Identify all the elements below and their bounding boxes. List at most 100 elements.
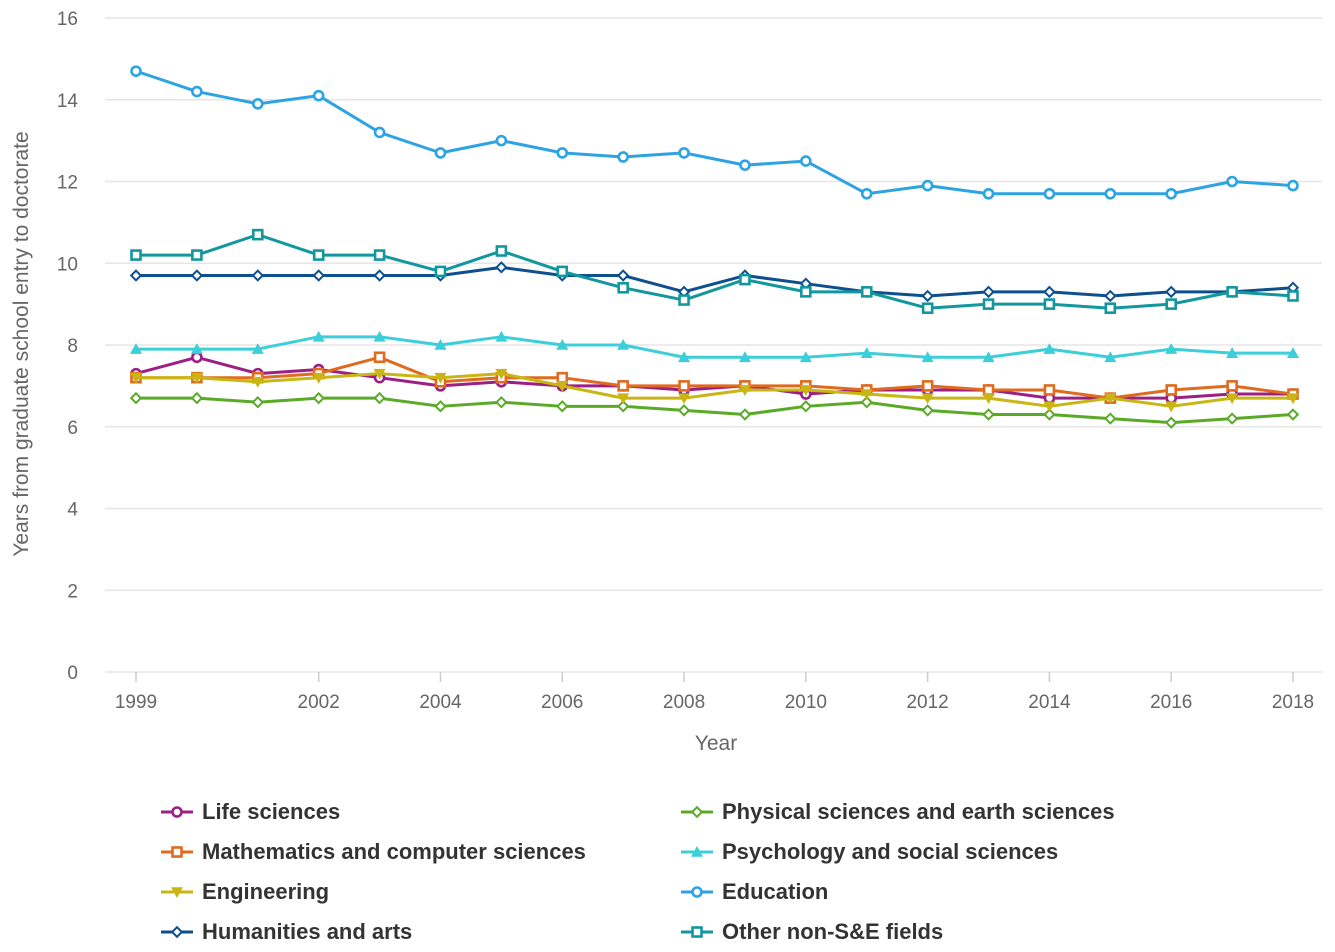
data-point [617, 393, 630, 405]
x-tick-label: 2010 [785, 692, 827, 713]
legend-swatch [161, 925, 193, 939]
data-point [495, 368, 508, 380]
data-point [130, 343, 142, 354]
data-point [982, 351, 995, 363]
series-line [136, 396, 1294, 425]
data-point [434, 400, 447, 413]
data-point [739, 159, 751, 171]
data-point [373, 249, 386, 261]
legend-item: Other non-S&E fields [680, 912, 943, 952]
legend-label: Other non-S&E fields [722, 919, 944, 944]
data-point [130, 65, 142, 77]
data-point [312, 330, 325, 342]
legend-label: Engineering [202, 879, 330, 904]
data-point [677, 404, 691, 417]
data-point [556, 371, 569, 384]
data-point [1226, 380, 1238, 392]
legend-marker [691, 846, 703, 857]
data-point [617, 151, 629, 163]
legend-marker [171, 887, 183, 898]
data-point [130, 249, 142, 261]
series-7 [130, 228, 1299, 315]
data-point [251, 269, 265, 282]
data-point [738, 385, 751, 396]
x-tick-label: 2006 [541, 692, 583, 713]
data-point [1165, 384, 1178, 396]
data-point [130, 372, 142, 384]
y-tick-label: 4 [67, 500, 78, 521]
data-point [1104, 393, 1117, 405]
data-point [1104, 351, 1117, 363]
data-point [921, 393, 934, 405]
data-point [434, 265, 447, 278]
legend-swatch [681, 846, 713, 857]
data-point [921, 404, 934, 417]
data-point [678, 294, 690, 306]
data-point [678, 393, 691, 405]
data-point [556, 400, 569, 413]
data-point [1164, 416, 1178, 429]
data-point [738, 351, 751, 363]
data-point [251, 376, 264, 388]
data-point [556, 147, 569, 159]
data-point [129, 269, 143, 282]
data-point [860, 187, 873, 200]
data-point [434, 372, 447, 384]
data-point [1165, 298, 1178, 310]
series-group [129, 65, 1300, 429]
series-line [135, 69, 1294, 196]
data-point [617, 380, 629, 392]
data-point [190, 343, 203, 354]
data-point [495, 261, 508, 274]
data-point [982, 298, 995, 310]
data-point [251, 396, 265, 409]
data-point [434, 339, 447, 350]
x-tick-label: 2002 [298, 692, 340, 713]
data-point [616, 269, 630, 282]
y-tick-label: 2 [67, 581, 78, 602]
data-point [1043, 298, 1056, 310]
data-point [1043, 187, 1056, 200]
data-point [1287, 290, 1299, 302]
legend-marker [691, 926, 703, 938]
data-point [373, 391, 386, 405]
data-point [1287, 179, 1299, 192]
legend-item: Physical sciences and earth sciences [680, 792, 1115, 832]
legend-item: Engineering [160, 872, 329, 912]
data-point [251, 228, 264, 241]
x-axis-title: Year [695, 732, 737, 755]
legend-label: Psychology and social sciences [722, 839, 1059, 864]
data-point [190, 372, 203, 384]
legend-marker [170, 925, 184, 939]
y-tick-label: 8 [67, 336, 78, 357]
data-point [1043, 384, 1056, 396]
data-point [982, 285, 995, 299]
data-point [678, 380, 690, 392]
data-point [800, 155, 812, 167]
legend-swatch [681, 886, 713, 898]
y-axis-title: Years from graduate school entry to doct… [10, 131, 33, 556]
y-tick-label: 0 [67, 663, 78, 684]
data-point [312, 269, 325, 282]
series-line [136, 355, 1294, 400]
data-point [312, 249, 325, 261]
data-point [678, 351, 691, 363]
data-point [1226, 347, 1239, 358]
y-tick-label: 6 [67, 418, 78, 439]
data-point [373, 126, 386, 139]
x-tick-label: 2008 [663, 692, 705, 713]
legend-swatch [161, 846, 193, 858]
data-point [860, 396, 873, 409]
legend-item: Psychology and social sciences [680, 832, 1058, 872]
data-point [373, 330, 386, 342]
data-point [921, 351, 934, 363]
data-point [1226, 175, 1238, 188]
data-point [738, 408, 752, 421]
data-point [190, 391, 204, 405]
data-point [556, 381, 569, 392]
legend-marker [171, 846, 183, 858]
data-point [1043, 343, 1056, 354]
data-point [312, 372, 325, 384]
data-point [373, 351, 386, 364]
y-tick-label: 16 [57, 9, 78, 30]
